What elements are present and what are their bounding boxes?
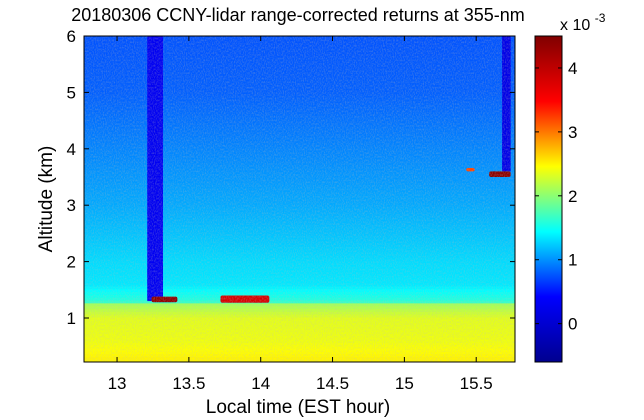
y-tick-label: 1 [67, 309, 76, 328]
x-tick-label: 13.5 [172, 374, 205, 393]
colorbar-tick-label: 3 [568, 123, 577, 142]
plot-area [84, 36, 515, 362]
y-axis-label: Altitude (km) [36, 146, 57, 253]
y-tick-label: 2 [67, 253, 76, 272]
x-axis-label: Local time (EST hour) [206, 397, 390, 418]
speckle-texture [84, 36, 515, 362]
y-axis: 1 2 3 4 5 6 [67, 27, 515, 328]
x-tick-label: 14.5 [316, 374, 349, 393]
colorbar-multiplier-exponent: -3 [595, 11, 606, 25]
colorbar-gradient [535, 36, 562, 362]
y-tick-label: 6 [67, 27, 76, 46]
x-axis: 13 13.5 14 14.5 15 15.5 [108, 36, 493, 393]
y-tick-label: 3 [67, 196, 76, 215]
y-tick-label: 5 [67, 83, 76, 102]
x-tick-label: 15.5 [460, 374, 493, 393]
colorbar-tick-label: 2 [568, 187, 577, 206]
colorbar-tick-label: 1 [568, 251, 577, 270]
colorbar-tick-label: 4 [568, 59, 577, 78]
plot-frame [83, 35, 516, 363]
colorbar: 0 1 2 3 4 x 10 -3 [534, 11, 606, 363]
colorbar-tick-label: 0 [568, 315, 577, 334]
y-tick-label: 4 [67, 140, 76, 159]
chart-title: 20180306 CCNY-lidar range-corrected retu… [71, 5, 525, 25]
colorbar-ticks: 0 1 2 3 4 [535, 59, 577, 334]
x-tick-label: 15 [395, 374, 414, 393]
colorbar-multiplier-base: x 10 [560, 17, 590, 34]
x-tick-label: 13 [108, 374, 127, 393]
x-tick-label: 14 [251, 374, 270, 393]
colorbar-multiplier: x 10 -3 [560, 11, 606, 34]
colorbar-frame [534, 35, 563, 363]
